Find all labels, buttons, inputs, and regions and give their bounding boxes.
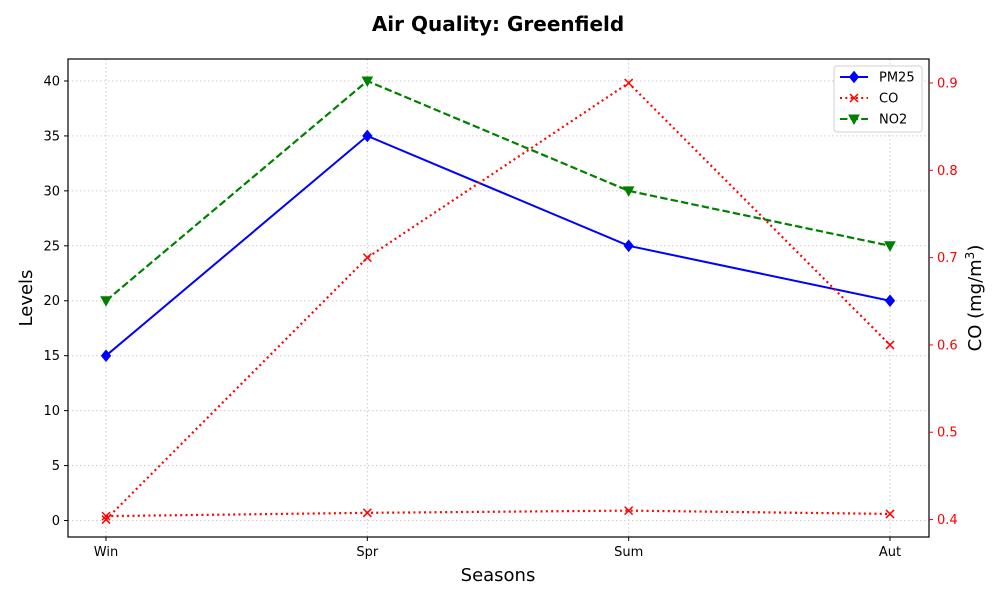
y-tick-label: 20 [43,294,60,309]
series-line [105,81,891,521]
data-point [885,509,895,519]
data-point [362,129,373,143]
y2-label-sup: 3 [963,252,977,260]
legend-item-pm25: PM25 [840,71,915,86]
series-layer [100,76,896,525]
y2-label-main: CO (mg/m [965,259,986,351]
y-tick-label: 0 [52,514,60,529]
legend-label: NO2 [879,113,907,128]
x-tick-label: Aut [879,545,901,560]
legend-marker [849,93,859,103]
series-co-right [101,78,895,525]
legend: PM25 CO NO2 [833,65,923,133]
legend-label: CO [879,92,898,107]
left-axis: 0 5 10 15 20 25 30 35 40 [43,74,68,529]
y-tick-label: 30 [43,184,60,199]
y2-tick-label: 0.6 [937,338,958,353]
data-point [885,340,895,350]
y2-tick-label: 0.7 [937,251,958,266]
y2-axis-label: CO (mg/m3) [963,245,986,352]
legend-item-co: CO [840,92,898,107]
right-axis: 0.4 0.5 0.6 0.7 0.8 0.9 [929,77,958,528]
series-co [101,506,895,521]
data-point [101,515,111,525]
y2-tick-label: 0.5 [937,426,958,441]
y2-label-end: ) [965,245,986,252]
data-point [101,511,111,521]
data-point [622,186,635,197]
legend-item-no2: NO2 [840,113,907,128]
data-point [624,506,634,516]
data-point [362,253,372,263]
data-point [884,241,896,252]
chart-title: Air Quality: Greenfield [372,12,624,36]
data-point [100,349,112,362]
x-tick-label: Win [94,545,118,560]
data-point [362,508,372,518]
y2-tick-label: 0.4 [937,513,958,528]
y-tick-label: 35 [43,129,60,144]
y-tick-label: 15 [43,349,60,364]
data-point [623,239,634,253]
data-point [100,296,112,307]
x-axis-label: Seasons [461,565,536,586]
series-line [105,509,891,518]
y2-tick-label: 0.8 [937,164,958,179]
x-tick-label: Spr [356,545,379,560]
grid [68,59,929,537]
y-tick-label: 25 [43,239,60,254]
series-line [105,79,891,302]
series-line [105,134,891,357]
y2-tick-label: 0.9 [937,77,958,92]
series-no2 [100,76,896,307]
y-tick-label: 40 [43,74,60,89]
x-tick-label: Sum [614,545,643,560]
series-pm25 [100,129,896,362]
data-point [361,76,374,88]
y-tick-label: 5 [52,459,60,474]
y-axis-label: Levels [16,270,37,327]
legend-marker [848,114,860,126]
data-point [884,294,896,308]
plot-frame [67,58,930,538]
legend-label: PM25 [879,71,915,86]
y-tick-label: 10 [43,404,60,419]
data-point [624,78,634,88]
x-axis: Win Spr Sum Aut [94,537,901,560]
legend-marker [848,70,860,84]
